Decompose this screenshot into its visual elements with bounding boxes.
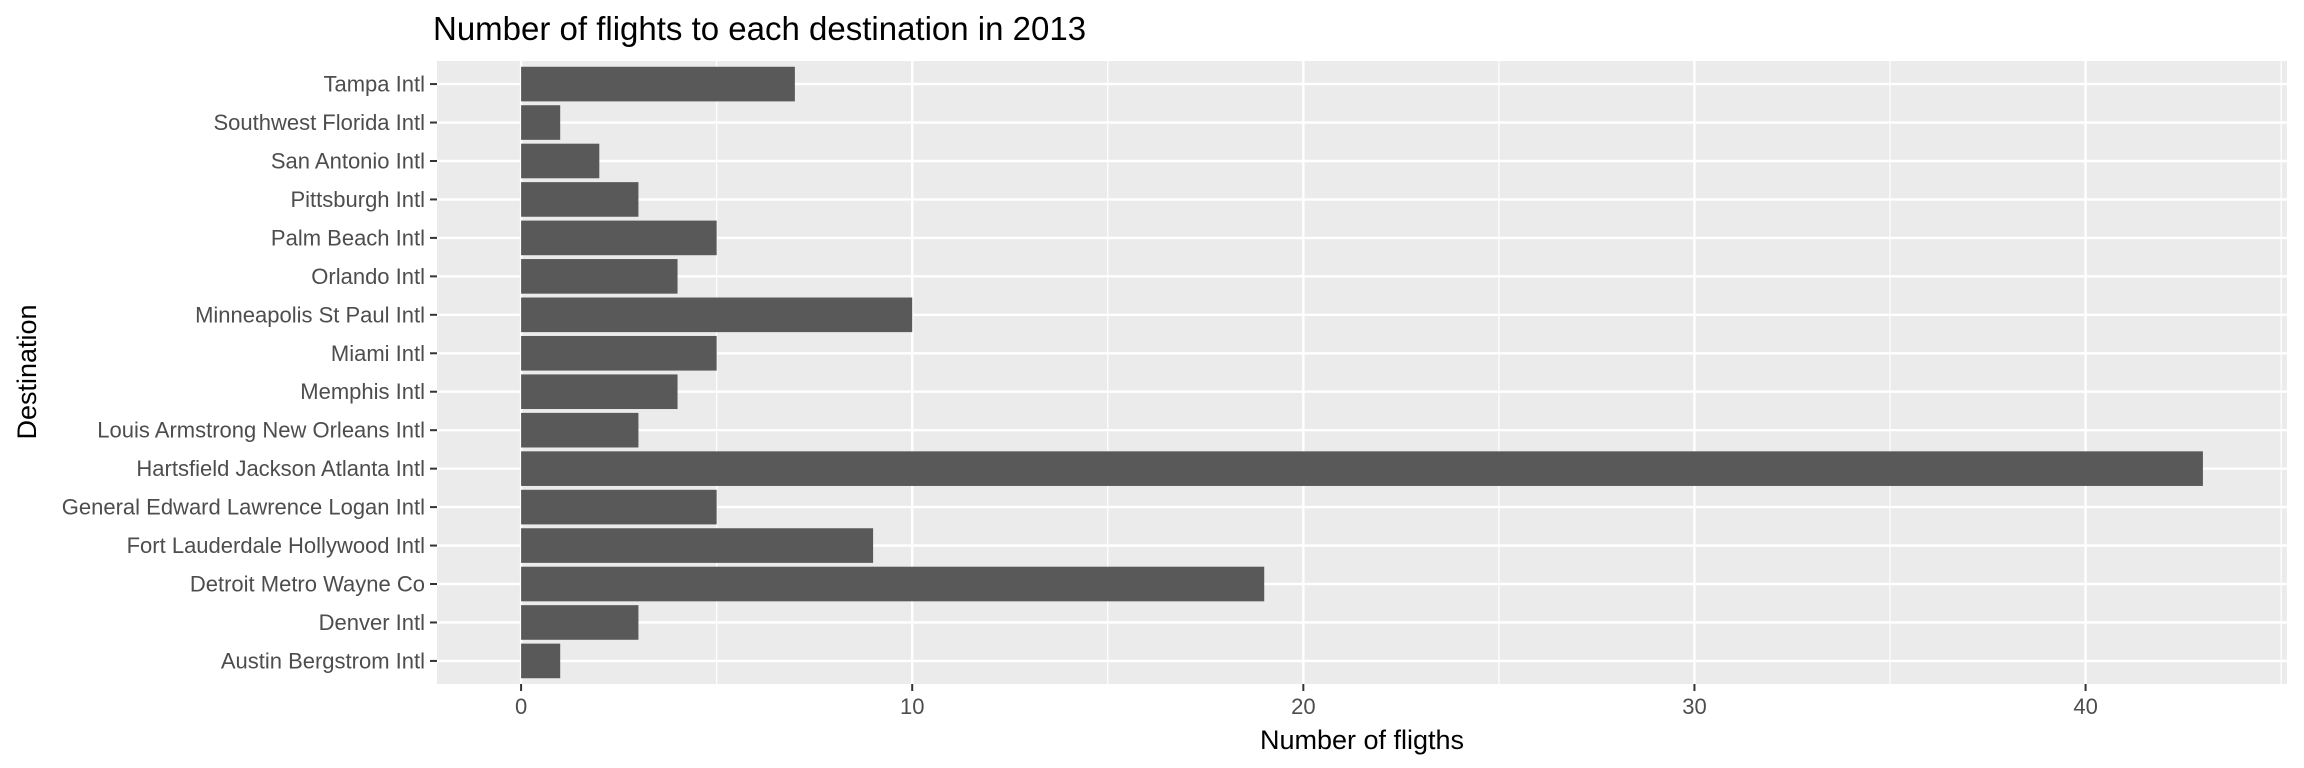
y-tick-label: Hartsfield Jackson Atlanta Intl xyxy=(136,456,425,481)
y-tick-label: Minneapolis St Paul Intl xyxy=(195,302,425,327)
bar xyxy=(521,605,639,640)
bar xyxy=(521,105,561,140)
bar xyxy=(521,66,795,102)
bar xyxy=(521,259,678,294)
x-tick-label: 40 xyxy=(2073,694,2097,719)
y-tick-label: Southwest Florida Intl xyxy=(213,110,425,135)
bar xyxy=(521,297,913,333)
y-tick-label: Louis Armstrong New Orleans Intl xyxy=(97,418,425,443)
y-tick-label: Orlando Intl xyxy=(311,264,425,289)
bar xyxy=(521,566,1265,602)
y-tick-label: Palm Beach Intl xyxy=(271,225,425,250)
y-axis: Austin Bergstrom Intl Denver Intl Detroit … xyxy=(62,72,437,673)
bar xyxy=(521,489,717,525)
bar xyxy=(521,143,600,179)
bar xyxy=(521,412,639,448)
y-tick-label: Memphis Intl xyxy=(300,379,425,404)
bar xyxy=(521,451,2203,486)
y-tick-label: Denver Intl xyxy=(319,610,425,635)
y-axis-title: Destination xyxy=(12,304,42,439)
y-tick-label: Fort Lauderdale Hollywood Intl xyxy=(127,533,425,558)
y-tick-label: Pittsburgh Intl xyxy=(290,187,425,212)
x-tick-label: 30 xyxy=(1682,694,1706,719)
bar xyxy=(521,643,561,679)
major-gridlines xyxy=(437,61,2287,684)
y-tick-label: Miami Intl xyxy=(331,341,425,366)
x-tick-label: 0 xyxy=(515,694,527,719)
y-tick-label: General Edward Lawrence Logan Intl xyxy=(62,495,425,520)
y-tick-label: San Antonio Intl xyxy=(271,148,425,173)
x-tick-label: 10 xyxy=(900,694,924,719)
bars xyxy=(521,66,2203,679)
bar xyxy=(521,528,874,563)
x-tick-label: 20 xyxy=(1291,694,1315,719)
y-tick-label: Detroit Metro Wayne Co xyxy=(190,572,425,597)
bar xyxy=(521,220,717,256)
x-axis-title: Number of fligths xyxy=(1260,725,1464,755)
bar xyxy=(521,335,717,371)
y-tick-label: Tampa Intl xyxy=(324,72,426,97)
y-tick-label: Austin Bergstrom Intl xyxy=(221,648,425,673)
bar xyxy=(521,182,639,217)
x-axis: 0 10 20 30 40 xyxy=(515,684,2098,719)
chart-title: Number of flights to each destination in… xyxy=(433,10,1086,47)
bar xyxy=(521,374,678,410)
